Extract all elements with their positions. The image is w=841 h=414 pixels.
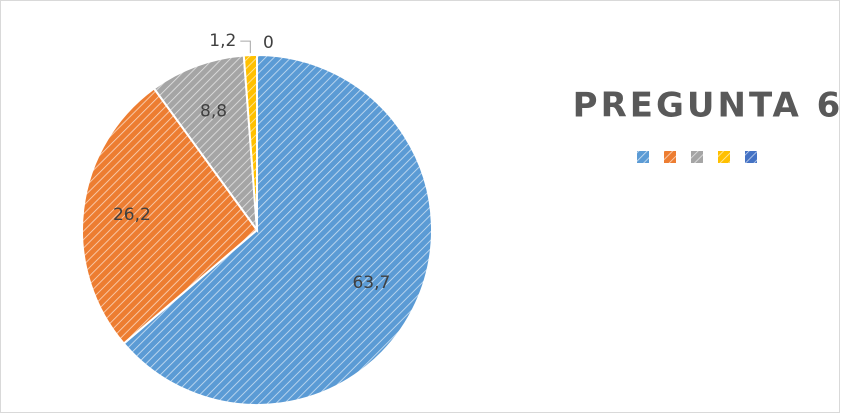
data-label: 1,2 — [209, 31, 236, 51]
data-label: 26,2 — [113, 205, 151, 225]
legend-swatch — [745, 151, 757, 163]
legend-swatch — [718, 151, 730, 163]
data-label: 0 — [263, 33, 274, 53]
legend-swatch — [637, 151, 649, 163]
legend-swatch — [691, 151, 703, 163]
pie-slice — [152, 54, 259, 234]
chart-title: PREGUNTA 6 — [573, 86, 841, 126]
data-label: 63,7 — [352, 273, 390, 293]
legend-swatch — [664, 151, 676, 163]
pie-slice — [81, 87, 259, 345]
leader-line — [240, 40, 251, 54]
pie-slice — [122, 53, 433, 406]
data-label: 8,8 — [200, 102, 227, 122]
